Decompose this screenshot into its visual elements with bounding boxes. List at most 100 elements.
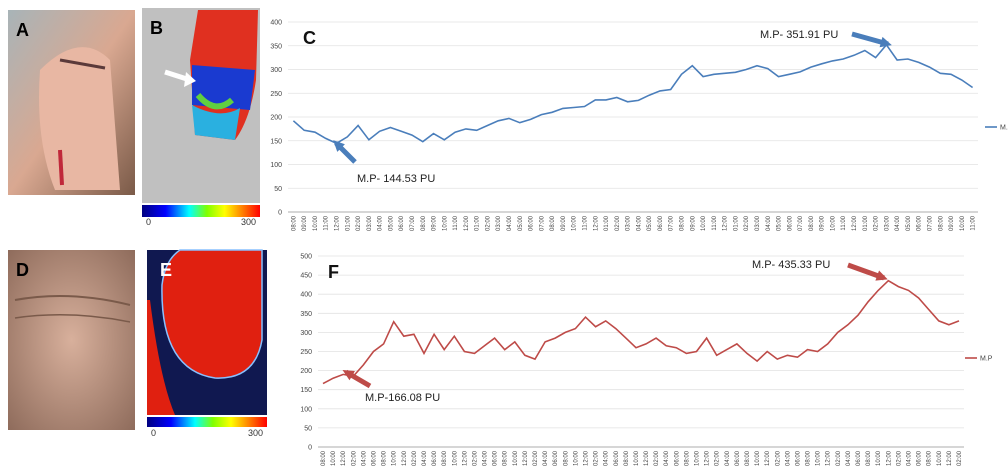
legend-label: M.P — [1000, 125, 1008, 132]
y-tick-label: 250 — [300, 349, 312, 356]
x-tick-label: 02:00 — [533, 450, 539, 466]
x-tick-label: 12:00 — [523, 450, 529, 466]
x-tick-label: 06:00 — [674, 450, 680, 466]
y-tick-label: 50 — [304, 425, 312, 432]
heatmap-b — [142, 8, 260, 217]
x-tick-label: 07:00 — [669, 215, 675, 231]
y-tick-label: 0 — [308, 445, 312, 452]
y-tick-label: 450 — [300, 273, 312, 280]
y-tick-label: 500 — [300, 254, 312, 261]
x-tick-label: 08:00 — [938, 215, 944, 231]
panel-label: A — [16, 20, 29, 40]
x-tick-label: 04:00 — [725, 450, 731, 466]
x-tick-label: 10:00 — [960, 215, 966, 231]
x-tick-label: 06:00 — [553, 450, 559, 466]
x-tick-label: 12:00 — [826, 450, 832, 466]
x-tick-label: 10:00 — [573, 450, 579, 466]
x-tick-label: 06:00 — [658, 215, 664, 231]
x-tick-label: 12:00 — [705, 450, 711, 466]
x-tick-label: 01:00 — [604, 215, 610, 231]
panel-label: D — [16, 260, 29, 280]
x-tick-label: 06:00 — [917, 450, 923, 466]
x-tick-label: 09:00 — [949, 215, 955, 231]
annotation-arrowhead — [875, 270, 888, 281]
x-tick-label: 06:00 — [399, 215, 405, 231]
x-tick-label: 06:00 — [372, 450, 378, 466]
x-tick-label: 07:00 — [539, 215, 545, 231]
x-tick-label: 12:00 — [593, 215, 599, 231]
x-tick-label: 06:00 — [856, 450, 862, 466]
x-tick-label: 03:00 — [626, 215, 632, 231]
annotation: M.P- 351.91 PU — [760, 29, 838, 41]
x-tick-label: 12:00 — [341, 450, 347, 466]
heatmap-e — [147, 249, 267, 427]
x-tick-label: 07:00 — [798, 215, 804, 231]
colorbar-tick-label: 0 — [151, 428, 156, 438]
x-tick-label: 10:00 — [816, 450, 822, 466]
y-tick-label: 400 — [270, 20, 282, 27]
x-tick-label: 04:00 — [906, 450, 912, 466]
panel-label: F — [328, 262, 339, 282]
x-tick-label: 11:00 — [324, 215, 330, 230]
x-tick-label: 02:00 — [356, 215, 362, 231]
annotation-arrowhead — [342, 369, 355, 381]
y-tick-label: 300 — [270, 67, 282, 74]
x-tick-label: 10:00 — [830, 215, 836, 231]
x-tick-label: 08:00 — [503, 450, 509, 466]
x-tick-label: 10:00 — [331, 450, 337, 466]
x-tick-label: 04:00 — [846, 450, 852, 466]
x-tick-label: 12:00 — [335, 215, 341, 231]
x-tick-label: 10:00 — [755, 450, 761, 466]
x-tick-label: 02:00 — [412, 450, 418, 466]
x-tick-label: 03:00 — [496, 215, 502, 231]
x-tick-label: 09:00 — [690, 215, 696, 231]
x-tick-label: 05:00 — [518, 215, 524, 231]
x-tick-label: 11:00 — [841, 215, 847, 230]
x-tick-label: 02:00 — [836, 450, 842, 466]
x-tick-label: 09:00 — [432, 215, 438, 231]
x-tick-label: 08:00 — [442, 450, 448, 466]
y-tick-label: 100 — [270, 162, 282, 169]
x-tick-label: 02:00 — [472, 450, 478, 466]
x-tick-label: 11:00 — [582, 215, 588, 230]
x-tick-label: 03:00 — [755, 215, 761, 231]
y-tick-label: 400 — [300, 292, 312, 299]
x-tick-label: 05:00 — [906, 215, 912, 231]
x-tick-label: 10:00 — [695, 450, 701, 466]
x-tick-label: 11:00 — [712, 215, 718, 230]
x-tick-label: 02:00 — [485, 215, 491, 231]
x-tick-label: 02:00 — [615, 215, 621, 231]
x-tick-label: 12:00 — [462, 450, 468, 466]
y-tick-label: 0 — [278, 210, 282, 217]
x-tick-label: 04:00 — [361, 450, 367, 466]
x-tick-label: 10:00 — [442, 215, 448, 231]
x-tick-label: 02:00 — [654, 450, 660, 466]
y-tick-label: 350 — [270, 43, 282, 50]
x-tick-label: 04:00 — [507, 215, 513, 231]
annotation-arrowhead — [879, 36, 892, 48]
x-tick-label: 04:00 — [378, 215, 384, 231]
x-tick-label: 12:00 — [765, 450, 771, 466]
x-tick-label: 06:00 — [529, 215, 535, 231]
x-tick-label: 02:00 — [594, 450, 600, 466]
y-tick-label: 250 — [270, 91, 282, 98]
colorbar-tick-label: 0 — [146, 217, 151, 227]
annotation-arrowhead — [333, 140, 345, 152]
x-tick-label: 06:00 — [614, 450, 620, 466]
x-tick-label: 06:00 — [917, 215, 923, 231]
x-tick-label: 12:00 — [852, 215, 858, 231]
x-tick-label: 08:00 — [321, 450, 327, 466]
panel-label: B — [150, 18, 163, 38]
x-tick-label: 04:00 — [604, 450, 610, 466]
x-tick-label: 12:00 — [402, 450, 408, 466]
x-tick-label: 09:00 — [820, 215, 826, 231]
x-tick-label: 03:00 — [367, 215, 373, 231]
y-tick-label: 350 — [300, 311, 312, 318]
x-tick-label: 10:00 — [313, 215, 319, 231]
x-tick-label: 05:00 — [388, 215, 394, 231]
x-tick-label: 10:00 — [392, 450, 398, 466]
x-tick-label: 08:00 — [680, 215, 686, 231]
x-tick-label: 08:00 — [550, 215, 556, 231]
